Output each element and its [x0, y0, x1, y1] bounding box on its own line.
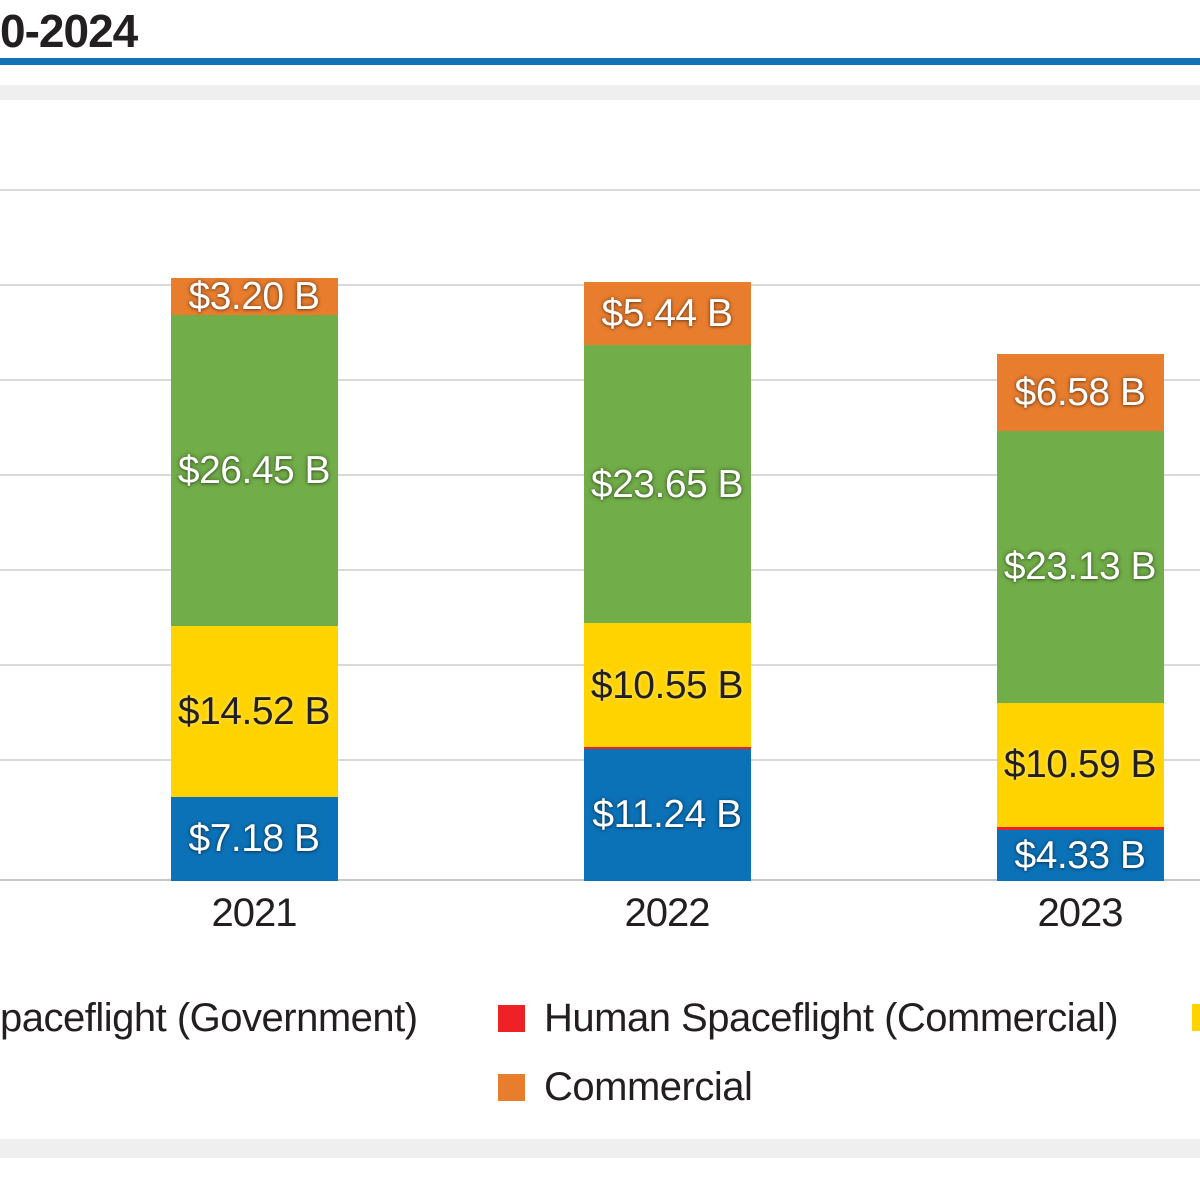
bar-segment	[583, 747, 751, 749]
legend-item-yellow-cutoff	[1192, 1003, 1200, 1031]
page-title: 0-2024	[0, 5, 138, 57]
bar-segment: $23.65 B	[583, 345, 751, 624]
bar-segment	[996, 827, 1164, 831]
legend-item-human-spaceflight-commercial: Human Spaceflight (Commercial)	[498, 993, 1119, 1043]
bar-segment: $5.44 B	[583, 281, 751, 346]
x-axis-label: 2023	[1037, 891, 1124, 935]
bar-segment: $6.58 B	[996, 353, 1164, 432]
legend-swatch-orange	[498, 1073, 525, 1101]
bar-segment: $26.45 B	[170, 315, 338, 627]
bar-value-label: $10.55 B	[590, 663, 744, 707]
plot-area: $7.18 B $14.52 B $26.45 B $3.20 B $11.24 B $1…	[0, 100, 1200, 881]
bar-value-label: $4.33 B	[1014, 834, 1146, 878]
bar-segment: $10.55 B	[583, 623, 751, 748]
bar-value-label: $26.45 B	[177, 449, 331, 493]
bar-value-label: $6.58 B	[1014, 370, 1146, 414]
top-gray-band	[0, 85, 1200, 100]
bar-value-label: $23.13 B	[1003, 545, 1157, 589]
x-axis-label: 2022	[624, 891, 711, 935]
legend-label: Commercial	[544, 1064, 753, 1109]
legend-swatch-yellow	[1192, 1003, 1200, 1031]
x-axis-label: 2021	[211, 891, 298, 935]
bar-segment: $4.33 B	[996, 830, 1164, 881]
legend-label: Human Spaceflight (Commercial)	[544, 995, 1119, 1040]
gridline	[0, 189, 1200, 191]
bar-value-label: $3.20 B	[188, 275, 320, 319]
bar-value-label: $5.44 B	[601, 291, 733, 335]
bar-segment: $11.24 B	[583, 748, 751, 881]
bar-segment: $10.59 B	[996, 702, 1164, 828]
legend-item-government-cutoff: paceflight (Government)	[0, 993, 418, 1043]
bar-value-label: $23.65 B	[590, 462, 744, 506]
x-axis-labels: 2021 2022 2023	[0, 891, 1200, 946]
bottom-gray-band	[0, 1139, 1200, 1158]
bar-segment: $14.52 B	[170, 626, 338, 797]
bar-value-label: $14.52 B	[177, 689, 331, 733]
bar-value-label: $7.18 B	[188, 817, 320, 861]
bar-value-label: $10.59 B	[1003, 743, 1157, 787]
bar-value-label: $11.24 B	[592, 793, 742, 837]
legend-item-commercial: Commercial	[498, 1062, 753, 1112]
bar-segment: $23.13 B	[996, 431, 1164, 703]
title-underline	[0, 58, 1200, 65]
bar-segment: $7.18 B	[170, 796, 338, 881]
legend-swatch-red	[498, 1004, 525, 1032]
legend-label: paceflight (Government)	[0, 995, 418, 1040]
bar-segment: $3.20 B	[170, 275, 338, 319]
